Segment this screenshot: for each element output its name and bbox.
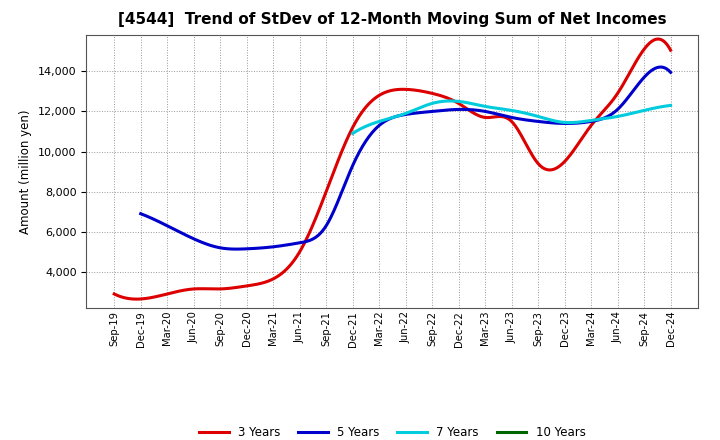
5 Years: [572, 121, 580, 126]
5 Years: [424, 109, 433, 114]
5 Years: [136, 211, 145, 216]
3 Years: [379, 91, 387, 96]
Y-axis label: Amount (million yen): Amount (million yen): [19, 110, 32, 234]
5 Years: [392, 114, 401, 119]
7 Years: [502, 107, 510, 112]
7 Years: [660, 104, 668, 109]
7 Years: [348, 131, 357, 136]
5 Years: [666, 70, 675, 75]
7 Years: [539, 115, 547, 120]
Legend: 3 Years, 5 Years, 7 Years, 10 Years: 3 Years, 5 Years, 7 Years, 10 Years: [194, 422, 590, 440]
3 Years: [654, 37, 662, 42]
Line: 3 Years: 3 Years: [114, 39, 670, 299]
3 Years: [132, 297, 141, 302]
3 Years: [375, 92, 384, 98]
3 Years: [442, 95, 451, 100]
5 Years: [389, 115, 397, 120]
Title: [4544]  Trend of StDev of 12-Month Moving Sum of Net Incomes: [4544] Trend of StDev of 12-Month Moving…: [118, 12, 667, 27]
Line: 5 Years: 5 Years: [140, 67, 670, 249]
7 Years: [521, 110, 530, 116]
7 Years: [446, 98, 454, 103]
3 Years: [412, 88, 420, 93]
5 Years: [654, 65, 663, 70]
3 Years: [666, 48, 675, 53]
7 Years: [610, 114, 618, 120]
3 Years: [655, 37, 664, 42]
Line: 7 Years: 7 Years: [353, 101, 670, 133]
3 Years: [567, 151, 576, 156]
7 Years: [500, 106, 508, 112]
5 Years: [657, 64, 665, 70]
5 Years: [232, 246, 240, 252]
3 Years: [110, 291, 119, 297]
5 Years: [453, 107, 462, 112]
7 Years: [666, 103, 675, 108]
